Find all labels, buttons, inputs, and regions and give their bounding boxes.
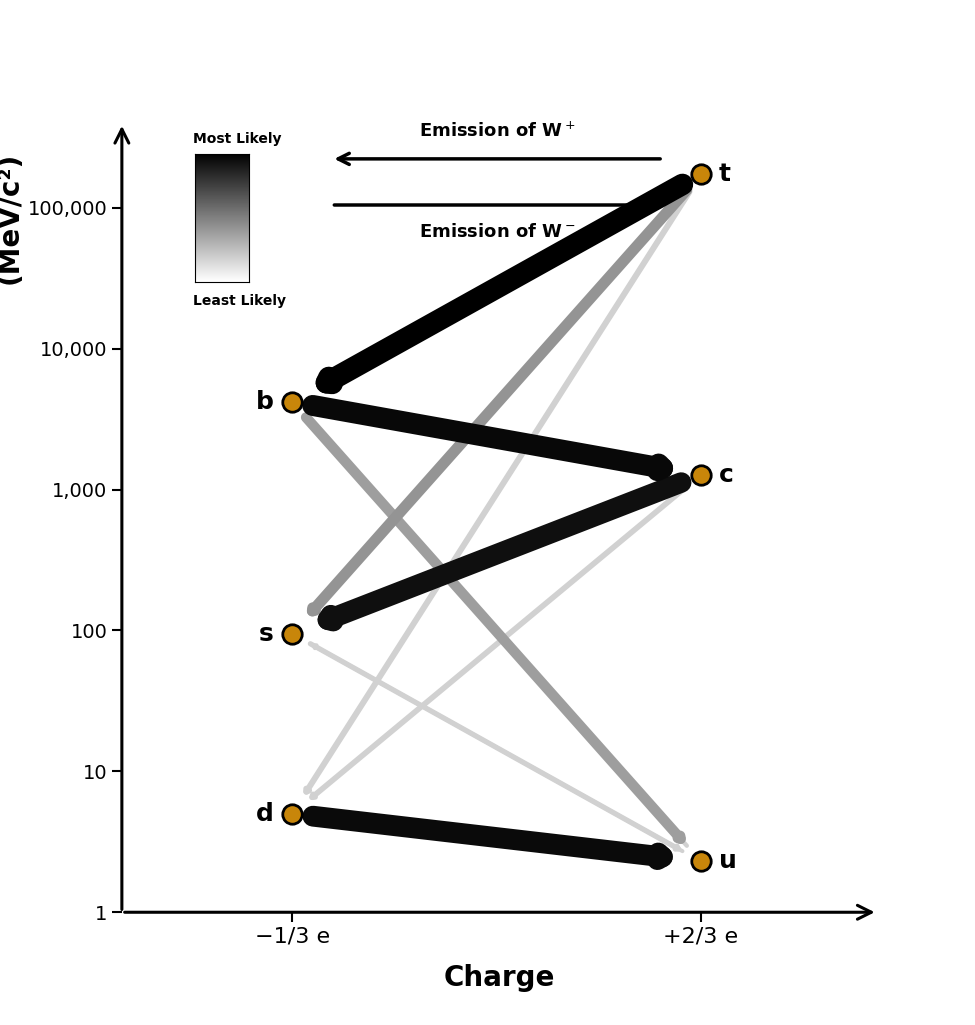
Text: d: d bbox=[256, 802, 274, 826]
Text: b: b bbox=[256, 390, 274, 414]
Text: Least Likely: Least Likely bbox=[193, 294, 286, 309]
X-axis label: Charge: Charge bbox=[444, 964, 556, 991]
Text: s: s bbox=[259, 621, 274, 646]
Text: t: t bbox=[719, 162, 731, 187]
Y-axis label: Mass
(MeV/c²): Mass (MeV/c²) bbox=[0, 152, 23, 284]
Text: Emission of W$^-$: Emission of W$^-$ bbox=[419, 223, 575, 242]
Text: c: c bbox=[719, 463, 734, 487]
Text: Most Likely: Most Likely bbox=[193, 131, 282, 146]
Text: Emission of W$^+$: Emission of W$^+$ bbox=[419, 121, 575, 140]
Text: u: u bbox=[719, 850, 737, 873]
